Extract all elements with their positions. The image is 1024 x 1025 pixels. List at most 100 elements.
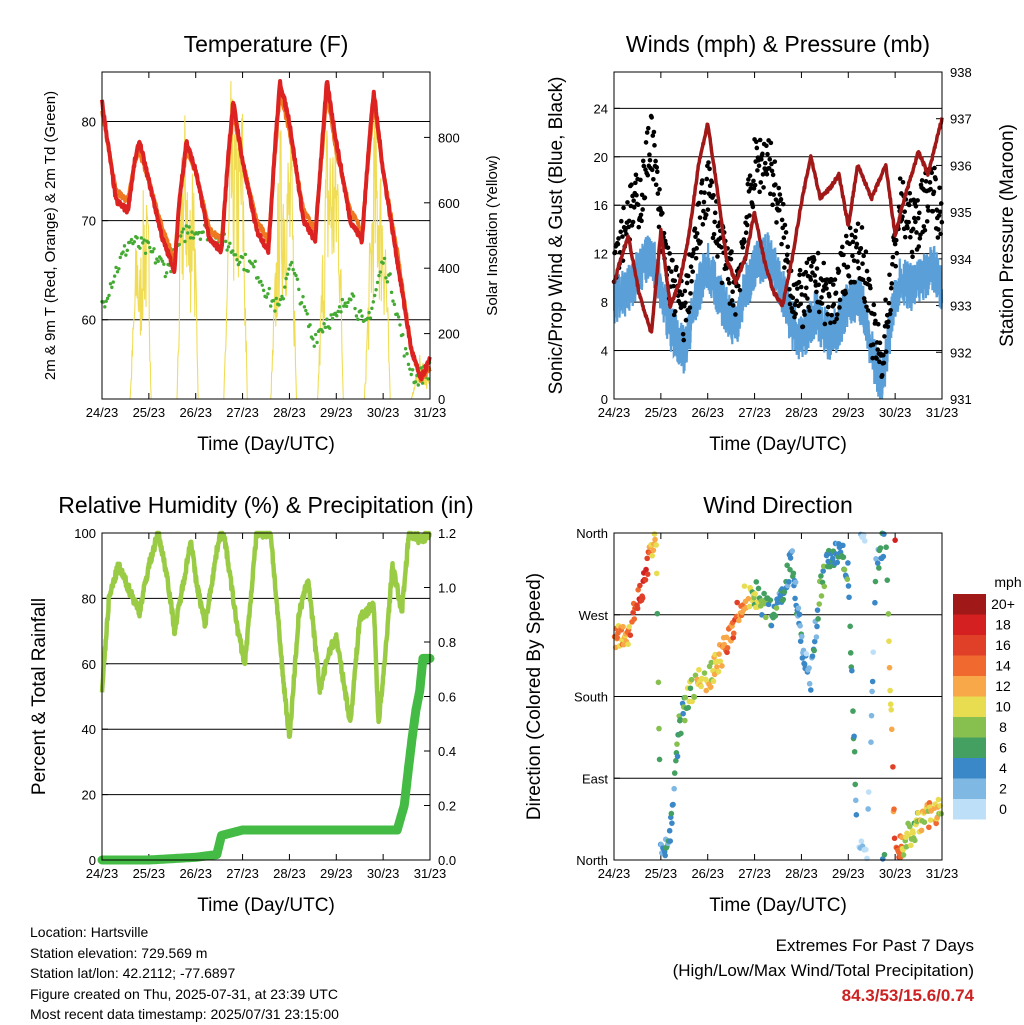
dewpoint-point (259, 279, 263, 284)
dewpoint-point (121, 250, 125, 254)
wind-gust-point (849, 232, 855, 238)
wind-direction-point (680, 710, 686, 717)
wind-direction-point (724, 645, 731, 651)
wind-gust-point (750, 204, 756, 210)
wind-gust-point (693, 234, 698, 240)
wind-direction-point (905, 832, 912, 838)
wind-gust-point (687, 305, 693, 310)
wind-gust-point (735, 283, 741, 289)
wind-gust-point (812, 279, 818, 284)
wind-gust-point (804, 285, 809, 291)
dewpoint-point (114, 265, 118, 270)
dewpoint-point (231, 249, 235, 253)
humidity-ytick-right-label: 1.0 (438, 581, 456, 596)
wind-gust-point (730, 289, 735, 295)
dewpoint-point (233, 253, 238, 257)
winds-xtick-label: 30/23 (879, 405, 912, 420)
wind-gust-point (740, 245, 746, 250)
wind-direction-point (821, 583, 828, 590)
wind-gust-point (719, 280, 725, 286)
wind-gust-point (715, 254, 720, 259)
wind-direction-point (687, 685, 694, 692)
wind-gust-point (764, 143, 769, 149)
dewpoint-point (370, 306, 374, 311)
wind-direction-point (644, 555, 650, 562)
wind-direction-point (921, 819, 928, 826)
dewpoint-point (141, 241, 145, 245)
winds-ytick-right-label: 934 (950, 252, 972, 267)
dewpoint-point (235, 258, 239, 262)
wind-gust-point (701, 199, 707, 205)
wind-gust-point (733, 312, 738, 317)
wind-direction-point (891, 806, 897, 812)
wind-gust-point (816, 282, 821, 288)
wind-direction-point (865, 789, 872, 795)
direction-xtick-label: 25/23 (645, 866, 678, 881)
wind-direction-point (667, 838, 674, 844)
wind-gust-point (765, 151, 770, 157)
winds-ytick-label: 8 (601, 295, 608, 310)
dewpoint-point (388, 272, 392, 276)
dewpoint-point (238, 260, 242, 264)
dewpoint-point (385, 280, 390, 284)
wind-direction-point (844, 576, 851, 583)
wind-direction-point (845, 560, 851, 566)
wind-direction-point (881, 851, 888, 858)
wind-gust-point (847, 241, 852, 247)
dewpoint-point (112, 274, 117, 278)
humidity-ytick-label: 100 (74, 526, 96, 541)
wind-gust-point (928, 186, 933, 192)
wind-gust-point (864, 304, 869, 310)
humidity-xtick-label: 27/23 (226, 866, 259, 881)
wind-direction-point (892, 537, 898, 543)
dewpoint-point (305, 312, 309, 316)
wind-gust-point (843, 233, 849, 239)
dewpoint-point (322, 322, 326, 326)
dewpoint-point (187, 225, 191, 229)
wind-direction-point (858, 838, 865, 844)
wind-gust-point (746, 177, 751, 182)
temperature-ytick-right-label: 600 (438, 196, 460, 211)
wind-gust-point (816, 309, 822, 315)
wind-gust-point (911, 215, 917, 221)
wind-direction-point (926, 800, 933, 806)
wind-gust-point (830, 282, 836, 287)
wind-direction-point (668, 810, 675, 817)
wind-gust-point (748, 186, 753, 191)
speed-legend-swatch (953, 594, 986, 615)
dewpoint-point (163, 274, 167, 279)
dewpoint-point (190, 230, 194, 234)
humidity-ytick-label: 0 (89, 853, 96, 868)
winds-ylabel: Sonic/Prop Wind & Gust (Blue, Black) (546, 77, 567, 395)
wind-direction-point (885, 611, 892, 617)
dewpoint-point (304, 308, 308, 313)
wind-gust-point (644, 130, 650, 135)
wind-gust-point (888, 285, 894, 291)
wind-direction-point (834, 559, 841, 566)
wind-gust-point (651, 129, 657, 135)
dewpoint-point (201, 230, 205, 234)
wind-gust-point (933, 176, 938, 182)
wind-direction-point (790, 570, 797, 577)
direction-ytick-label: West (579, 608, 609, 623)
wind-gust-point (902, 234, 908, 240)
dewpoint-point (409, 372, 413, 377)
wind-gust-point (726, 280, 732, 286)
wind-gust-point (854, 241, 860, 247)
wind-direction-point (891, 835, 898, 842)
dewpoint-point (398, 323, 402, 327)
wind-gust-point (890, 262, 895, 267)
dewpoint-point (371, 300, 376, 304)
wind-gust-point (753, 139, 759, 145)
humidity-ylabel: Percent & Total Rainfall (29, 598, 50, 795)
wind-gust-point (793, 311, 798, 317)
wind-gust-point (870, 342, 876, 347)
wind-direction-point (792, 579, 799, 586)
temperature-xtick-label: 24/23 (86, 405, 119, 420)
wind-gust-point (704, 176, 710, 182)
wind-gust-point (883, 297, 888, 303)
wind-gust-point (748, 182, 754, 188)
wind-direction-point (730, 630, 737, 637)
humidity-xtick-label: 24/23 (86, 866, 119, 881)
dewpoint-point (115, 270, 120, 274)
